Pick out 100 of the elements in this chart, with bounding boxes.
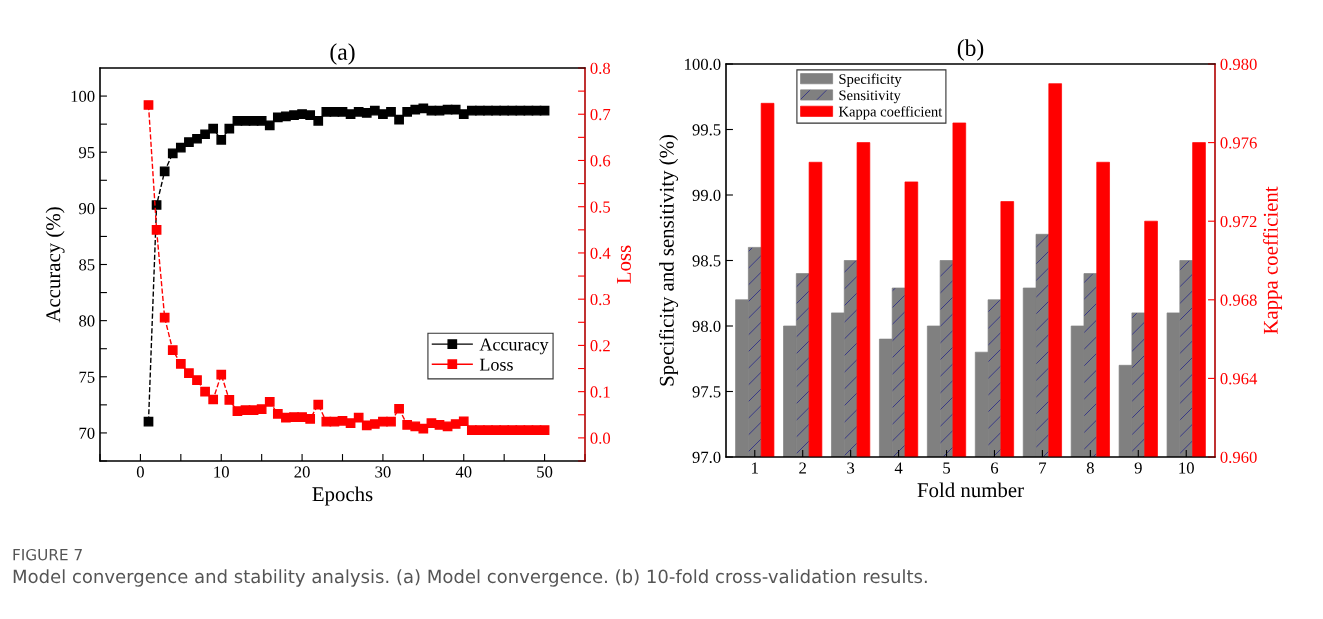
point (297, 412, 307, 422)
x-tick-label: 0 (136, 466, 144, 478)
y2-tick-label: 0.5 (590, 201, 611, 213)
point (224, 123, 235, 134)
x-tick-label: 10 (1179, 462, 1194, 474)
point (345, 418, 356, 428)
x-tick-label: 50 (537, 466, 553, 478)
point (410, 421, 421, 432)
point (192, 133, 202, 144)
point (272, 408, 283, 419)
point (313, 399, 324, 410)
point (175, 359, 186, 369)
point (167, 345, 178, 355)
x-tick-label: 20 (294, 466, 310, 478)
point (386, 416, 396, 427)
x-tick-label: 5 (943, 462, 951, 474)
point (353, 412, 364, 423)
point (184, 137, 194, 147)
legend-label: Sensitivity (839, 90, 901, 104)
point (386, 106, 396, 117)
point (418, 423, 429, 434)
point (369, 105, 380, 116)
y2-tick-label: 0.0 (590, 432, 611, 444)
point (394, 403, 404, 414)
y-tick-label: 85 (79, 259, 95, 271)
y2-tick-label: 0.3 (590, 293, 611, 306)
y-tick-label: 75 (79, 371, 95, 383)
point (175, 142, 186, 153)
x-tick-label: 9 (1134, 462, 1142, 474)
point (313, 115, 324, 126)
y2-tick-label: 0.968 (1220, 294, 1257, 306)
legend-label: Accuracy (479, 338, 549, 355)
y2-tick-label: 0.6 (590, 155, 611, 167)
point (402, 106, 413, 117)
point (184, 368, 194, 379)
y2-tick-label: 0.8 (590, 62, 611, 75)
legend-label: Loss (479, 358, 513, 371)
point (192, 375, 202, 385)
point (151, 224, 162, 235)
y2-tick-label: 0.7 (590, 108, 611, 121)
y2-axis-title: Loss (617, 245, 631, 284)
point (369, 419, 380, 429)
y-tick-label: 98.0 (692, 320, 721, 333)
point (321, 106, 332, 117)
point (159, 166, 170, 177)
y2-tick-label: 0.972 (1220, 215, 1257, 228)
x-tick-label: 30 (375, 466, 391, 478)
point (515, 105, 526, 116)
y-tick-label: 99.5 (692, 124, 721, 136)
chart-title: (b) (957, 39, 984, 61)
point (256, 404, 267, 415)
point (450, 419, 461, 429)
x-tick-label: 4 (894, 462, 903, 474)
x-tick-label: 8 (1086, 462, 1094, 474)
point (159, 312, 170, 323)
legend-label: Kappa coefficient (838, 106, 943, 120)
x-tick-label: 40 (455, 466, 472, 478)
point (216, 369, 227, 380)
point (208, 123, 219, 134)
point (515, 425, 526, 435)
point (321, 416, 332, 427)
point (208, 394, 219, 405)
point (539, 425, 550, 435)
text: Model convergence and stability analysis. (a) Model convergence. (b) 10-fold cross-validation results. (13, 569, 927, 587)
point (394, 114, 404, 125)
y-tick-label: 95 (79, 146, 95, 159)
x-tick-label: 1 (752, 462, 758, 474)
y-tick-label: 98.5 (692, 255, 721, 267)
chart-title: (a) (330, 43, 355, 65)
y-tick-label: 80 (79, 315, 95, 327)
x-tick-label: 6 (991, 462, 999, 474)
point (264, 396, 275, 407)
point (256, 115, 267, 126)
point (200, 129, 210, 140)
point (167, 148, 178, 159)
y2-tick-label: 0.964 (1220, 373, 1258, 385)
point (361, 108, 372, 118)
point (305, 414, 316, 424)
point (305, 110, 316, 121)
x-axis-title: Fold number (917, 482, 1024, 498)
point (200, 386, 210, 397)
y2-tick-label: 0.976 (1220, 137, 1257, 149)
y-axis-title: Specificity and sensitivity (%) (658, 135, 679, 386)
point (539, 105, 550, 116)
y2-axis-title: Kappa coefficient (1262, 186, 1283, 335)
y-tick-label: 99.0 (692, 189, 721, 202)
y2-tick-label: 0.4 (590, 247, 611, 259)
x-axis-title: Epochs (312, 486, 373, 506)
y-tick-label: 70 (79, 427, 95, 439)
y2-tick-label: 0.960 (1220, 451, 1257, 464)
y-tick-label: 97.0 (692, 451, 721, 464)
legend-label: Specificity (839, 73, 902, 87)
point (143, 100, 154, 110)
point (264, 120, 275, 131)
x-tick-label: 10 (214, 466, 229, 478)
point (378, 109, 388, 119)
y-tick-label: 97.5 (692, 386, 721, 398)
point (143, 416, 154, 427)
y-tick-label: 90 (79, 203, 95, 215)
y2-tick-label: 0.1 (590, 386, 610, 398)
